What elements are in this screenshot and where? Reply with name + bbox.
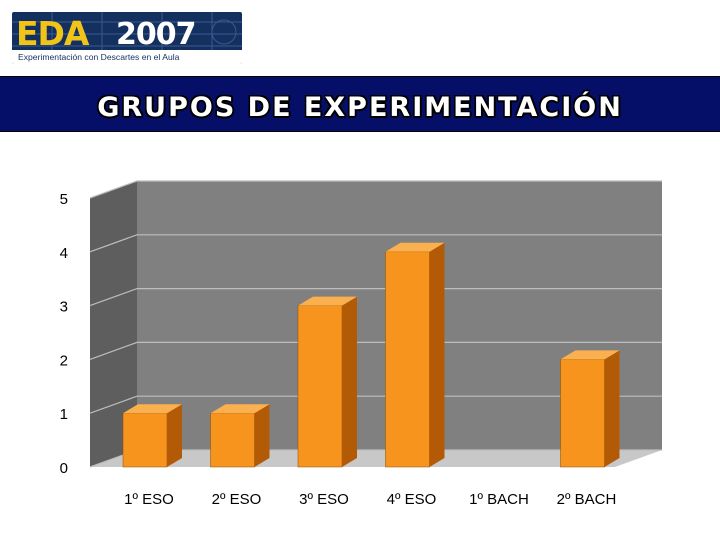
bar-side (342, 296, 357, 467)
bar-top (385, 242, 445, 252)
x-category-label: 2º BACH (557, 491, 617, 508)
gridline (89, 234, 662, 253)
bar-front (560, 359, 605, 468)
x-category-label: 4º ESO (387, 491, 437, 508)
title-banner: GRUPOS DE EXPERIMENTACIÓN (0, 76, 720, 132)
bar (560, 350, 620, 468)
bar-top (560, 350, 620, 360)
gridline (89, 287, 662, 307)
bar-side (429, 242, 445, 467)
bar-top (123, 404, 182, 414)
bar-side (254, 404, 270, 467)
eda-2007-logo: EDA 2007 Experimentación con Descartes e… (12, 12, 242, 64)
bar-front (210, 412, 255, 468)
gridline (89, 180, 662, 199)
bar-front (297, 305, 343, 468)
logo-eda-text: EDA (16, 14, 89, 53)
gridline (89, 341, 662, 360)
bar (385, 242, 445, 468)
x-category-label: 2º ESO (212, 491, 262, 508)
y-tick-label: 2 (60, 352, 68, 369)
logo-subtitle: Experimentación con Descartes en el Aula (12, 50, 242, 64)
logo-year-text: 2007 (116, 17, 196, 52)
bar (210, 404, 270, 468)
x-category-label: 1º BACH (469, 491, 529, 508)
y-tick-label: 5 (60, 191, 68, 208)
bar-side (604, 350, 620, 467)
logo-background-grid (12, 12, 242, 50)
bar-chart-3d: 0 1 2 3 4 5 1º ESO 2º ESO 3º ESO 4º ESO 1º BACH 2º… (60, 180, 662, 508)
bar-top (210, 404, 270, 414)
chart-side-wall (90, 181, 137, 467)
y-tick-label: 4 (60, 245, 68, 262)
page-title: GRUPOS DE EXPERIMENTACIÓN (97, 92, 623, 123)
x-category-label: 3º ESO (299, 491, 349, 508)
bar-top (298, 296, 357, 306)
bar-front (385, 251, 430, 468)
bar-front (122, 412, 168, 468)
bar (297, 296, 357, 468)
y-tick-label: 0 (60, 460, 68, 477)
gridline (89, 395, 662, 414)
bar-side (167, 404, 182, 467)
bar (122, 404, 182, 468)
y-tick-label: 3 (60, 299, 68, 316)
y-tick-label: 1 (60, 406, 68, 423)
x-category-label: 1º ESO (124, 491, 174, 508)
